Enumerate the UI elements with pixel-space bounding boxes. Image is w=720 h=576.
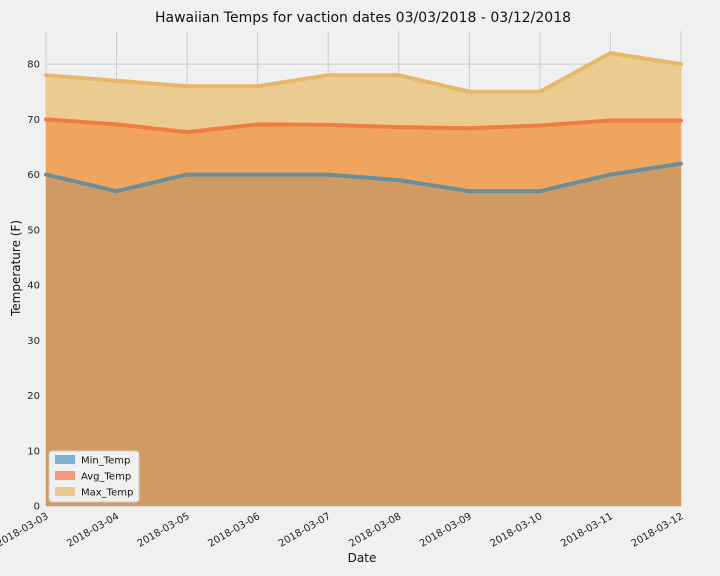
y-axis-ticks: 0 10 20 30 40 50 60 70 80 xyxy=(27,60,40,513)
y-tick-label: 0 xyxy=(34,502,40,513)
legend-label-min-temp: Min_Temp xyxy=(81,456,130,467)
x-tick-label: 2018-03-04 xyxy=(65,511,121,550)
x-tick-label: 2018-03-05 xyxy=(136,511,192,550)
line-avg-temp xyxy=(44,117,683,135)
x-axis-ticks: 2018-03-03 2018-03-04 2018-03-05 2018-03-06… xyxy=(0,511,686,550)
line-max-temp xyxy=(44,51,683,94)
x-tick-label: 2018-03-10 xyxy=(489,511,545,550)
x-tick-label: 2018-03-03 xyxy=(0,511,51,550)
areas xyxy=(44,51,683,507)
x-tick-label: 2018-03-11 xyxy=(559,511,615,550)
legend-label-max-temp: Max_Temp xyxy=(81,488,133,499)
area-min-temp xyxy=(46,163,681,506)
y-tick-label: 60 xyxy=(27,170,40,181)
y-tick-label: 80 xyxy=(27,60,40,71)
x-tick-label: 2018-03-06 xyxy=(206,511,262,550)
x-tick-label: 2018-03-08 xyxy=(347,511,403,550)
x-axis-title: Date xyxy=(348,551,377,565)
legend-label-avg-temp: Avg_Temp xyxy=(81,472,131,483)
y-tick-label: 30 xyxy=(27,336,40,347)
legend-swatch-max-temp xyxy=(55,487,75,496)
y-tick-label: 10 xyxy=(27,446,40,457)
y-tick-label: 40 xyxy=(27,281,40,292)
line-min-temp xyxy=(44,161,683,194)
x-tick-label: 2018-03-12 xyxy=(630,511,686,550)
y-tick-label: 50 xyxy=(27,225,40,236)
legend-swatch-avg-temp xyxy=(55,471,75,480)
x-tick-label: 2018-03-07 xyxy=(277,511,333,550)
x-tick-label: 2018-03-09 xyxy=(418,511,474,550)
y-axis-title: Temperature (F) xyxy=(9,220,23,317)
chart-title: Hawaiian Temps for vaction dates 03/03/2… xyxy=(155,10,571,26)
y-tick-label: 20 xyxy=(27,391,40,402)
legend: Min_Temp Avg_Temp Max_Temp xyxy=(48,450,140,503)
y-tick-label: 70 xyxy=(27,115,40,126)
legend-swatch-min-temp xyxy=(55,455,75,464)
